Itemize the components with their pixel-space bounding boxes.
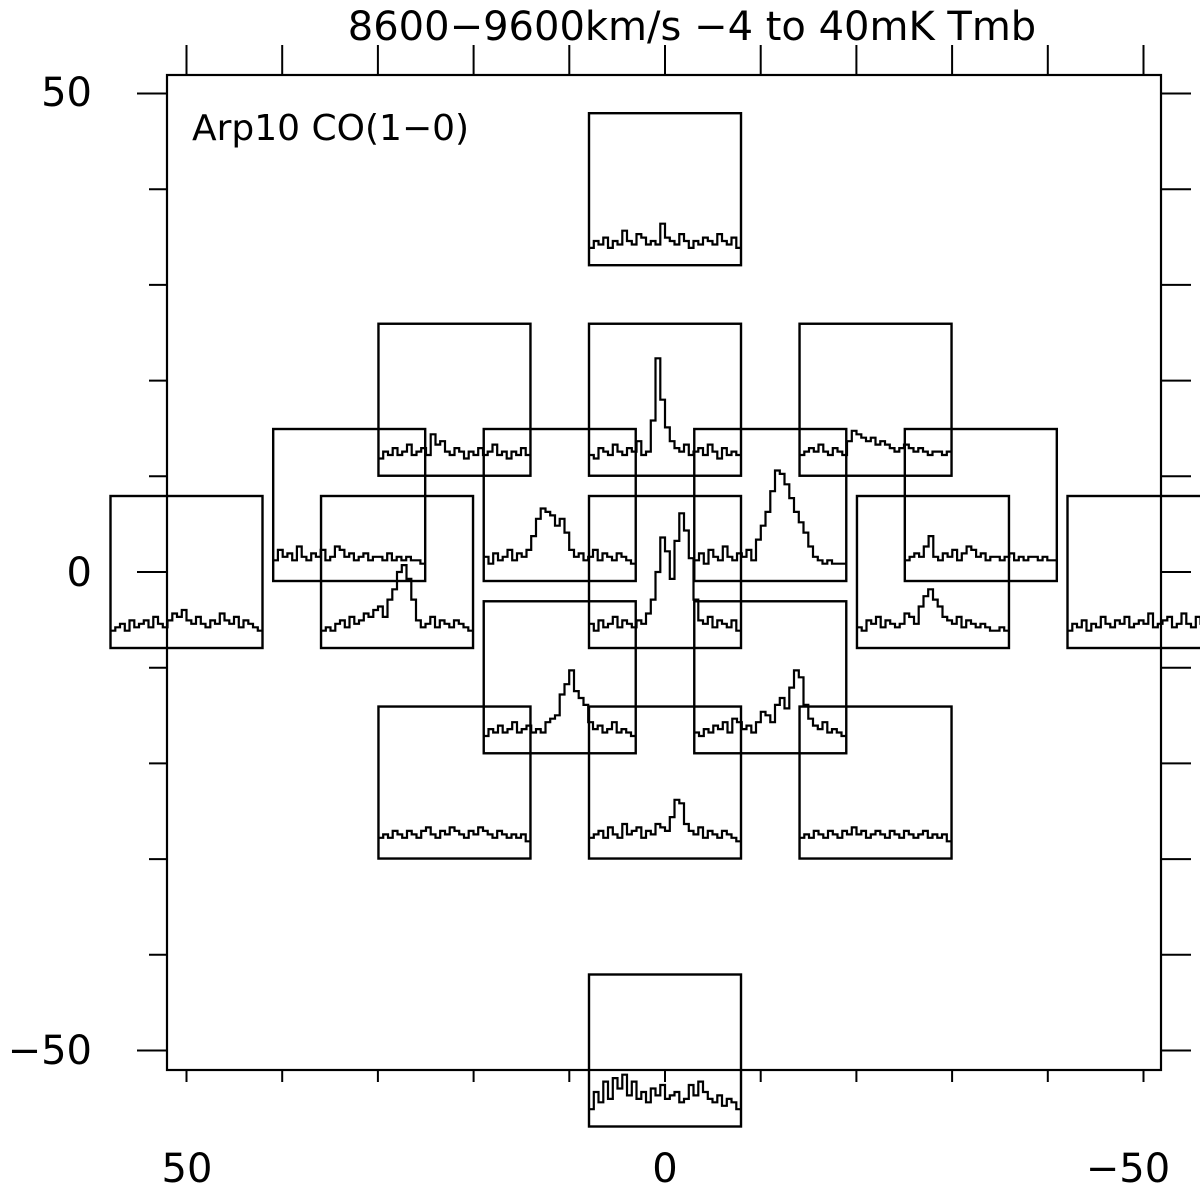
spectrum-panel	[271, 427, 427, 583]
spectrum-line	[589, 512, 741, 632]
y-tick-label-bottom: −50	[8, 1028, 92, 1074]
axis-ticks	[137, 45, 1191, 1082]
spectrum-panel-box	[903, 427, 1059, 583]
spectrum-panel-box	[377, 322, 532, 477]
spectrum-panel	[587, 973, 743, 1128]
spectrum-line	[589, 357, 741, 460]
spectrum-panel-box	[482, 427, 637, 583]
spectrum-panel-box	[587, 111, 743, 267]
spectrum-line	[694, 469, 847, 565]
spectrum-panel	[798, 705, 953, 860]
spectrum-panel	[377, 705, 532, 860]
spectrum-panel-box	[1066, 494, 1200, 650]
spectrum-panel-box	[319, 494, 475, 650]
spectrum-panel	[798, 322, 953, 477]
y-tick-label-middle: 0	[67, 550, 92, 596]
spectrum-panel	[377, 322, 532, 477]
spectrum-line	[589, 1073, 741, 1111]
spectrum-line	[273, 545, 426, 565]
spectrum-panel	[587, 494, 743, 650]
spectrum-panel-box	[587, 973, 743, 1128]
spectrum-line	[378, 433, 531, 460]
spectrum-panel	[587, 322, 743, 477]
spectrum-panel-box	[798, 705, 953, 860]
spectrum-line	[321, 564, 473, 632]
spectrum-panel-box	[587, 705, 743, 860]
spectrum-panel	[693, 600, 848, 755]
spectrum-panel-box	[693, 427, 848, 583]
spectrum-line	[904, 535, 1057, 562]
spectrum-panel	[693, 427, 848, 583]
spectrum-panel-box	[855, 494, 1011, 650]
spectrum-panel	[587, 111, 743, 267]
y-tick-label-top: 50	[41, 70, 92, 116]
spectrum-line	[589, 798, 741, 843]
x-tick-label-middle: 0	[652, 1146, 677, 1192]
spectrum-panel	[482, 600, 637, 755]
spectrum-panel	[319, 494, 475, 650]
x-tick-label-left: 50	[162, 1146, 213, 1192]
chart-title: 8600−9600km/s −4 to 40mK Tmb	[348, 4, 1036, 50]
spectrum-panels	[109, 111, 1200, 1128]
spectrum-panel	[903, 427, 1059, 583]
spectrum-panel	[1066, 494, 1200, 650]
spectrum-panel	[855, 494, 1011, 650]
spectrum-line	[799, 826, 952, 843]
spectrum-line	[110, 608, 263, 632]
spectrum-line	[589, 222, 741, 249]
spectrum-line	[1067, 612, 1200, 632]
spectrum-panel-box	[587, 494, 743, 650]
spectrum-panel	[587, 705, 743, 860]
x-tick-label-right: −50	[1086, 1146, 1170, 1192]
spectrum-line	[857, 588, 1009, 632]
spectrum-panel-box	[377, 705, 532, 860]
spectrum-line	[483, 507, 636, 565]
spectrum-panel	[482, 427, 637, 583]
spectrum-panel-box	[482, 600, 637, 755]
spectrum-panel-box	[109, 494, 264, 650]
spectrum-panel-box	[587, 322, 743, 477]
spectrum-panel-box	[693, 600, 848, 755]
spectrum-panel-box	[271, 427, 427, 583]
spectrum-line	[378, 826, 531, 843]
map-annotation: Arp10 CO(1−0)	[192, 108, 469, 149]
spectrum-line	[799, 429, 952, 457]
spectrum-line	[483, 669, 636, 738]
spectrum-panel-box	[798, 322, 953, 477]
spectrum-panel	[109, 494, 264, 650]
spectrum-line	[694, 669, 847, 738]
